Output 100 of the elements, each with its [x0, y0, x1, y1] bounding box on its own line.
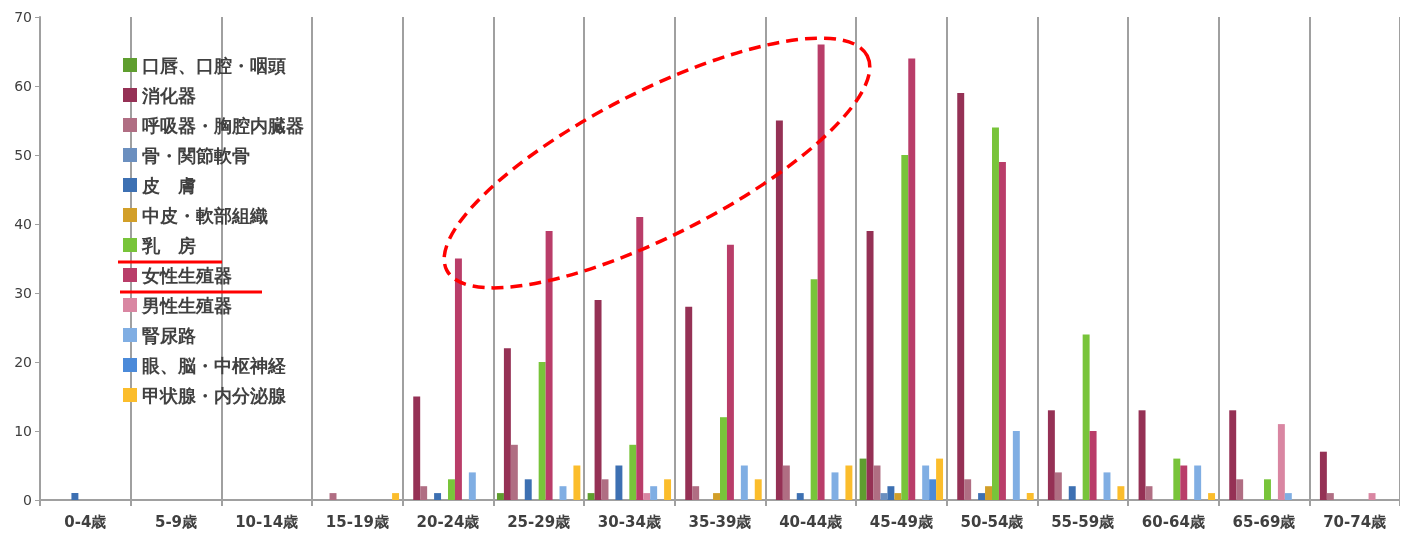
- bar: [629, 444, 637, 500]
- bar: [587, 493, 595, 500]
- x-tick-label: 10-14歳: [235, 512, 299, 531]
- bar: [573, 465, 581, 500]
- bar: [810, 279, 818, 500]
- x-tick-label: 50-54歳: [960, 512, 1024, 531]
- bar: [643, 493, 651, 500]
- bar: [1117, 486, 1125, 500]
- bar: [1026, 493, 1034, 500]
- bar: [1277, 424, 1285, 500]
- legend-label: 皮 膚: [141, 174, 196, 196]
- legend-label: 中皮・軟部組織: [142, 204, 268, 226]
- bar: [1368, 493, 1376, 500]
- legend-label: 女性生殖器: [141, 264, 232, 286]
- bar: [908, 58, 916, 500]
- x-tick-label: 55-59歳: [1051, 512, 1115, 531]
- bar: [845, 465, 853, 500]
- legend-label: 乳 房: [141, 234, 196, 256]
- bar: [1180, 465, 1188, 500]
- bar: [817, 44, 825, 500]
- bar: [957, 92, 965, 500]
- bar: [420, 486, 428, 500]
- bar: [468, 472, 476, 500]
- bar: [894, 493, 902, 500]
- bar: [594, 299, 602, 500]
- x-tick-label: 0-4歳: [64, 512, 107, 531]
- bar: [1264, 479, 1271, 500]
- bar: [887, 486, 895, 500]
- bar: [503, 348, 511, 500]
- bar: [922, 465, 930, 500]
- bar: [713, 493, 720, 500]
- bar: [538, 362, 546, 500]
- bar: [1326, 493, 1334, 500]
- x-tick-label: 30-34歳: [597, 512, 661, 531]
- bar: [1236, 479, 1244, 500]
- x-tick-label: 60-64歳: [1141, 512, 1205, 531]
- y-tick-label: 60: [14, 78, 32, 94]
- bar: [1082, 334, 1090, 500]
- x-tick-label: 45-49歳: [869, 512, 933, 531]
- legend-label: 口唇、口腔・咽頭: [142, 54, 286, 76]
- bar: [782, 465, 790, 500]
- bar: [754, 479, 762, 500]
- bar: [650, 486, 658, 500]
- bar: [1284, 493, 1292, 500]
- x-tick-label: 65-69歳: [1232, 512, 1296, 531]
- bar: [1047, 410, 1055, 500]
- bar: [964, 479, 972, 500]
- bar: [434, 493, 442, 500]
- bar: [1068, 486, 1076, 500]
- bar: [1194, 465, 1202, 500]
- y-tick-label: 0: [23, 492, 32, 508]
- x-tick-label: 25-29歳: [507, 512, 571, 531]
- bar: [545, 230, 553, 500]
- y-tick-label: 20: [14, 354, 32, 370]
- legend-label: 骨・関節軟骨: [142, 144, 250, 166]
- bar: [859, 458, 867, 500]
- bar: [929, 479, 937, 500]
- bar: [1138, 410, 1146, 500]
- x-tick-label: 40-44歳: [779, 512, 843, 531]
- bar: [1089, 431, 1097, 500]
- bar: [524, 479, 532, 500]
- bar: [978, 493, 986, 500]
- y-tick-label: 10: [14, 423, 32, 439]
- y-tick-label: 30: [14, 285, 32, 301]
- legend-label: 眼、脳・中枢神経: [142, 354, 287, 376]
- bar: [685, 306, 693, 500]
- bar: [454, 258, 462, 500]
- bar: [901, 155, 909, 500]
- bar: [692, 486, 700, 500]
- bar: [775, 120, 783, 500]
- bar: [796, 493, 804, 500]
- x-tick-label: 15-19歳: [325, 512, 389, 531]
- bar: [720, 417, 727, 500]
- bar: [1173, 458, 1181, 500]
- bar: [880, 493, 888, 500]
- legend-label: 甲状腺・内分泌腺: [142, 384, 287, 406]
- bar: [740, 465, 748, 500]
- bar: [664, 479, 672, 500]
- bar: [1208, 493, 1216, 500]
- x-tick-label: 20-24歳: [416, 512, 480, 531]
- bar: [992, 127, 999, 500]
- legend-label: 腎尿路: [142, 324, 196, 346]
- bar: [392, 493, 400, 500]
- bar: [726, 244, 734, 500]
- bar: [496, 493, 504, 500]
- y-tick-label: 70: [14, 9, 32, 25]
- x-tick-label: 70-74歳: [1323, 512, 1387, 531]
- bar: [1054, 472, 1062, 500]
- legend-label: 呼吸器・胸腔内臓器: [142, 114, 304, 136]
- bar: [1012, 431, 1020, 500]
- bar: [998, 161, 1006, 500]
- bar: [985, 486, 992, 500]
- bar: [936, 458, 944, 500]
- bar: [1319, 451, 1327, 500]
- bar: [448, 479, 455, 500]
- bar: [413, 396, 421, 500]
- bar: [510, 444, 518, 500]
- x-tick-label: 35-39歳: [688, 512, 752, 531]
- bar: [866, 230, 874, 500]
- bar: [71, 493, 79, 500]
